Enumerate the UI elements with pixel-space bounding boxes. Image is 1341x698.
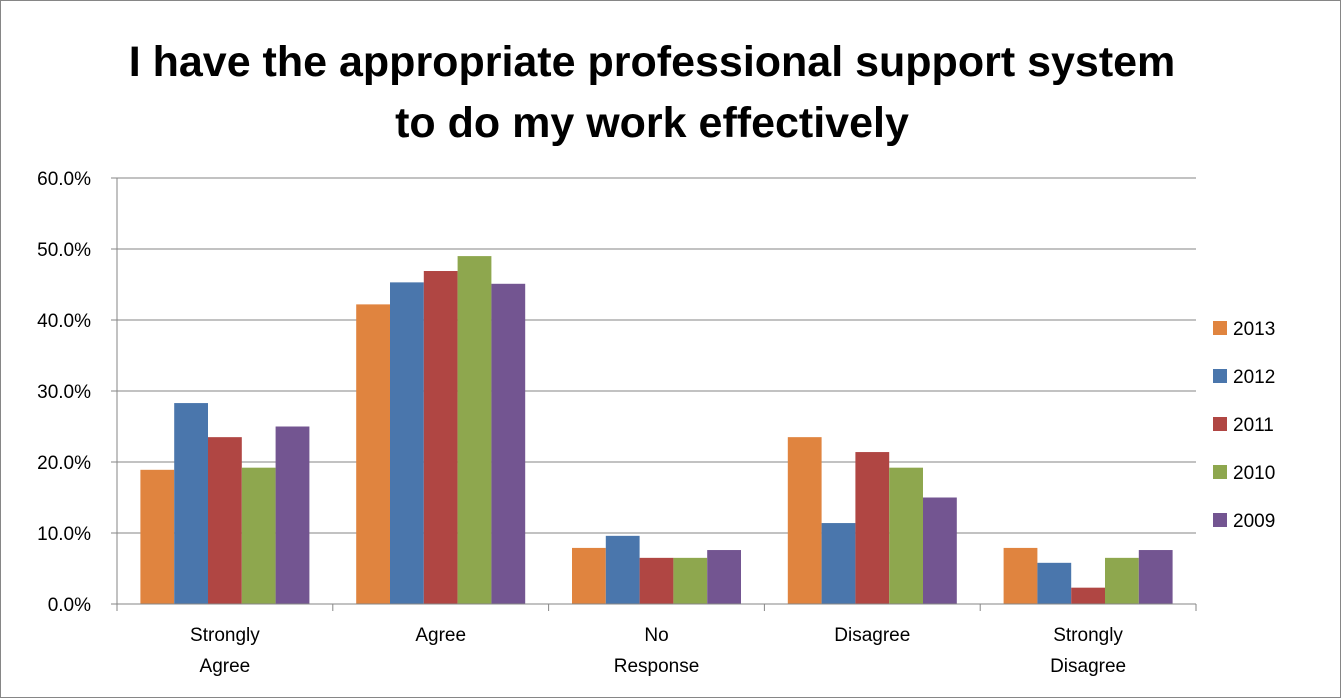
bar-2010-cat-3: [889, 467, 923, 604]
x-category-label: Agree: [200, 656, 251, 677]
bar-2010-cat-4: [1105, 557, 1139, 604]
bar-2012-cat-4: [1037, 562, 1072, 604]
legend-swatch-2010: [1213, 465, 1227, 479]
legend: 2013 2012 2011 2010 2009: [1213, 319, 1275, 532]
bar-2013-cat-1: [356, 304, 390, 604]
bar-2011-cat-4: [1071, 587, 1105, 604]
legend-label-2013: 2013: [1233, 319, 1275, 340]
bar-2009-cat-4: [1138, 550, 1173, 604]
bar-2013-cat-2: [572, 547, 606, 604]
y-tick-label: 10.0%: [37, 524, 91, 545]
legend-swatch-2011: [1213, 417, 1227, 431]
bar-2012-cat-3: [821, 523, 856, 604]
x-category-label: Disagree: [1050, 656, 1126, 677]
legend-swatch-2009: [1213, 513, 1227, 527]
bar-2012-cat-1: [390, 282, 424, 604]
x-category-label: Disagree: [834, 625, 910, 646]
x-category-label: Strongly: [1053, 625, 1123, 646]
bar-2009-cat-1: [491, 283, 526, 604]
bar-2010-cat-2: [673, 557, 708, 604]
y-tick-label: 20.0%: [37, 453, 91, 474]
bar-2009-cat-0: [275, 426, 310, 604]
legend-label-2012: 2012: [1233, 367, 1275, 388]
bar-2011-cat-1: [423, 271, 458, 604]
bar-2009-cat-2: [707, 550, 741, 604]
y-tick-label: 0.0%: [48, 595, 91, 616]
y-tick-label: 50.0%: [37, 240, 91, 261]
bar-2013-cat-4: [1003, 547, 1038, 604]
x-axis-categories: Strongly Agree Agree No Response Disagree Stro…: [190, 625, 1126, 677]
bar-2009-cat-3: [923, 497, 957, 604]
bar-2011-cat-2: [639, 557, 674, 604]
y-axis-ticks: 0.0% 10.0% 20.0% 30.0% 40.0% 50.0% 60.0%: [37, 169, 117, 616]
bar-2011-cat-3: [855, 452, 890, 604]
chart-title-line: I have the appropriate professional supp…: [129, 38, 1176, 86]
bar-2012-cat-0: [174, 403, 208, 604]
chart-title-line: to do my work effectively: [395, 99, 909, 147]
bar-2012-cat-2: [605, 535, 640, 604]
legend-label-2011: 2011: [1233, 415, 1274, 436]
y-tick-label: 30.0%: [37, 382, 91, 403]
bar-2013-cat-0: [140, 469, 175, 604]
legend-label-2010: 2010: [1233, 463, 1275, 484]
bar-2010-cat-0: [241, 467, 276, 604]
bar-2013-cat-3: [787, 437, 822, 604]
x-category-label: Strongly: [190, 625, 260, 646]
y-tick-label: 60.0%: [37, 169, 91, 190]
legend-label-2009: 2009: [1233, 511, 1275, 532]
y-tick-label: 40.0%: [37, 311, 91, 332]
legend-swatch-2012: [1213, 369, 1227, 383]
bar-2011-cat-0: [208, 437, 242, 604]
x-category-label: Agree: [415, 625, 466, 646]
chart-title: I have the appropriate professional supp…: [129, 38, 1176, 147]
legend-swatch-2013: [1213, 321, 1227, 335]
bar-2010-cat-1: [457, 256, 492, 604]
x-category-label: Response: [614, 656, 700, 677]
x-category-label: No: [644, 625, 668, 646]
bars: [140, 256, 1173, 604]
